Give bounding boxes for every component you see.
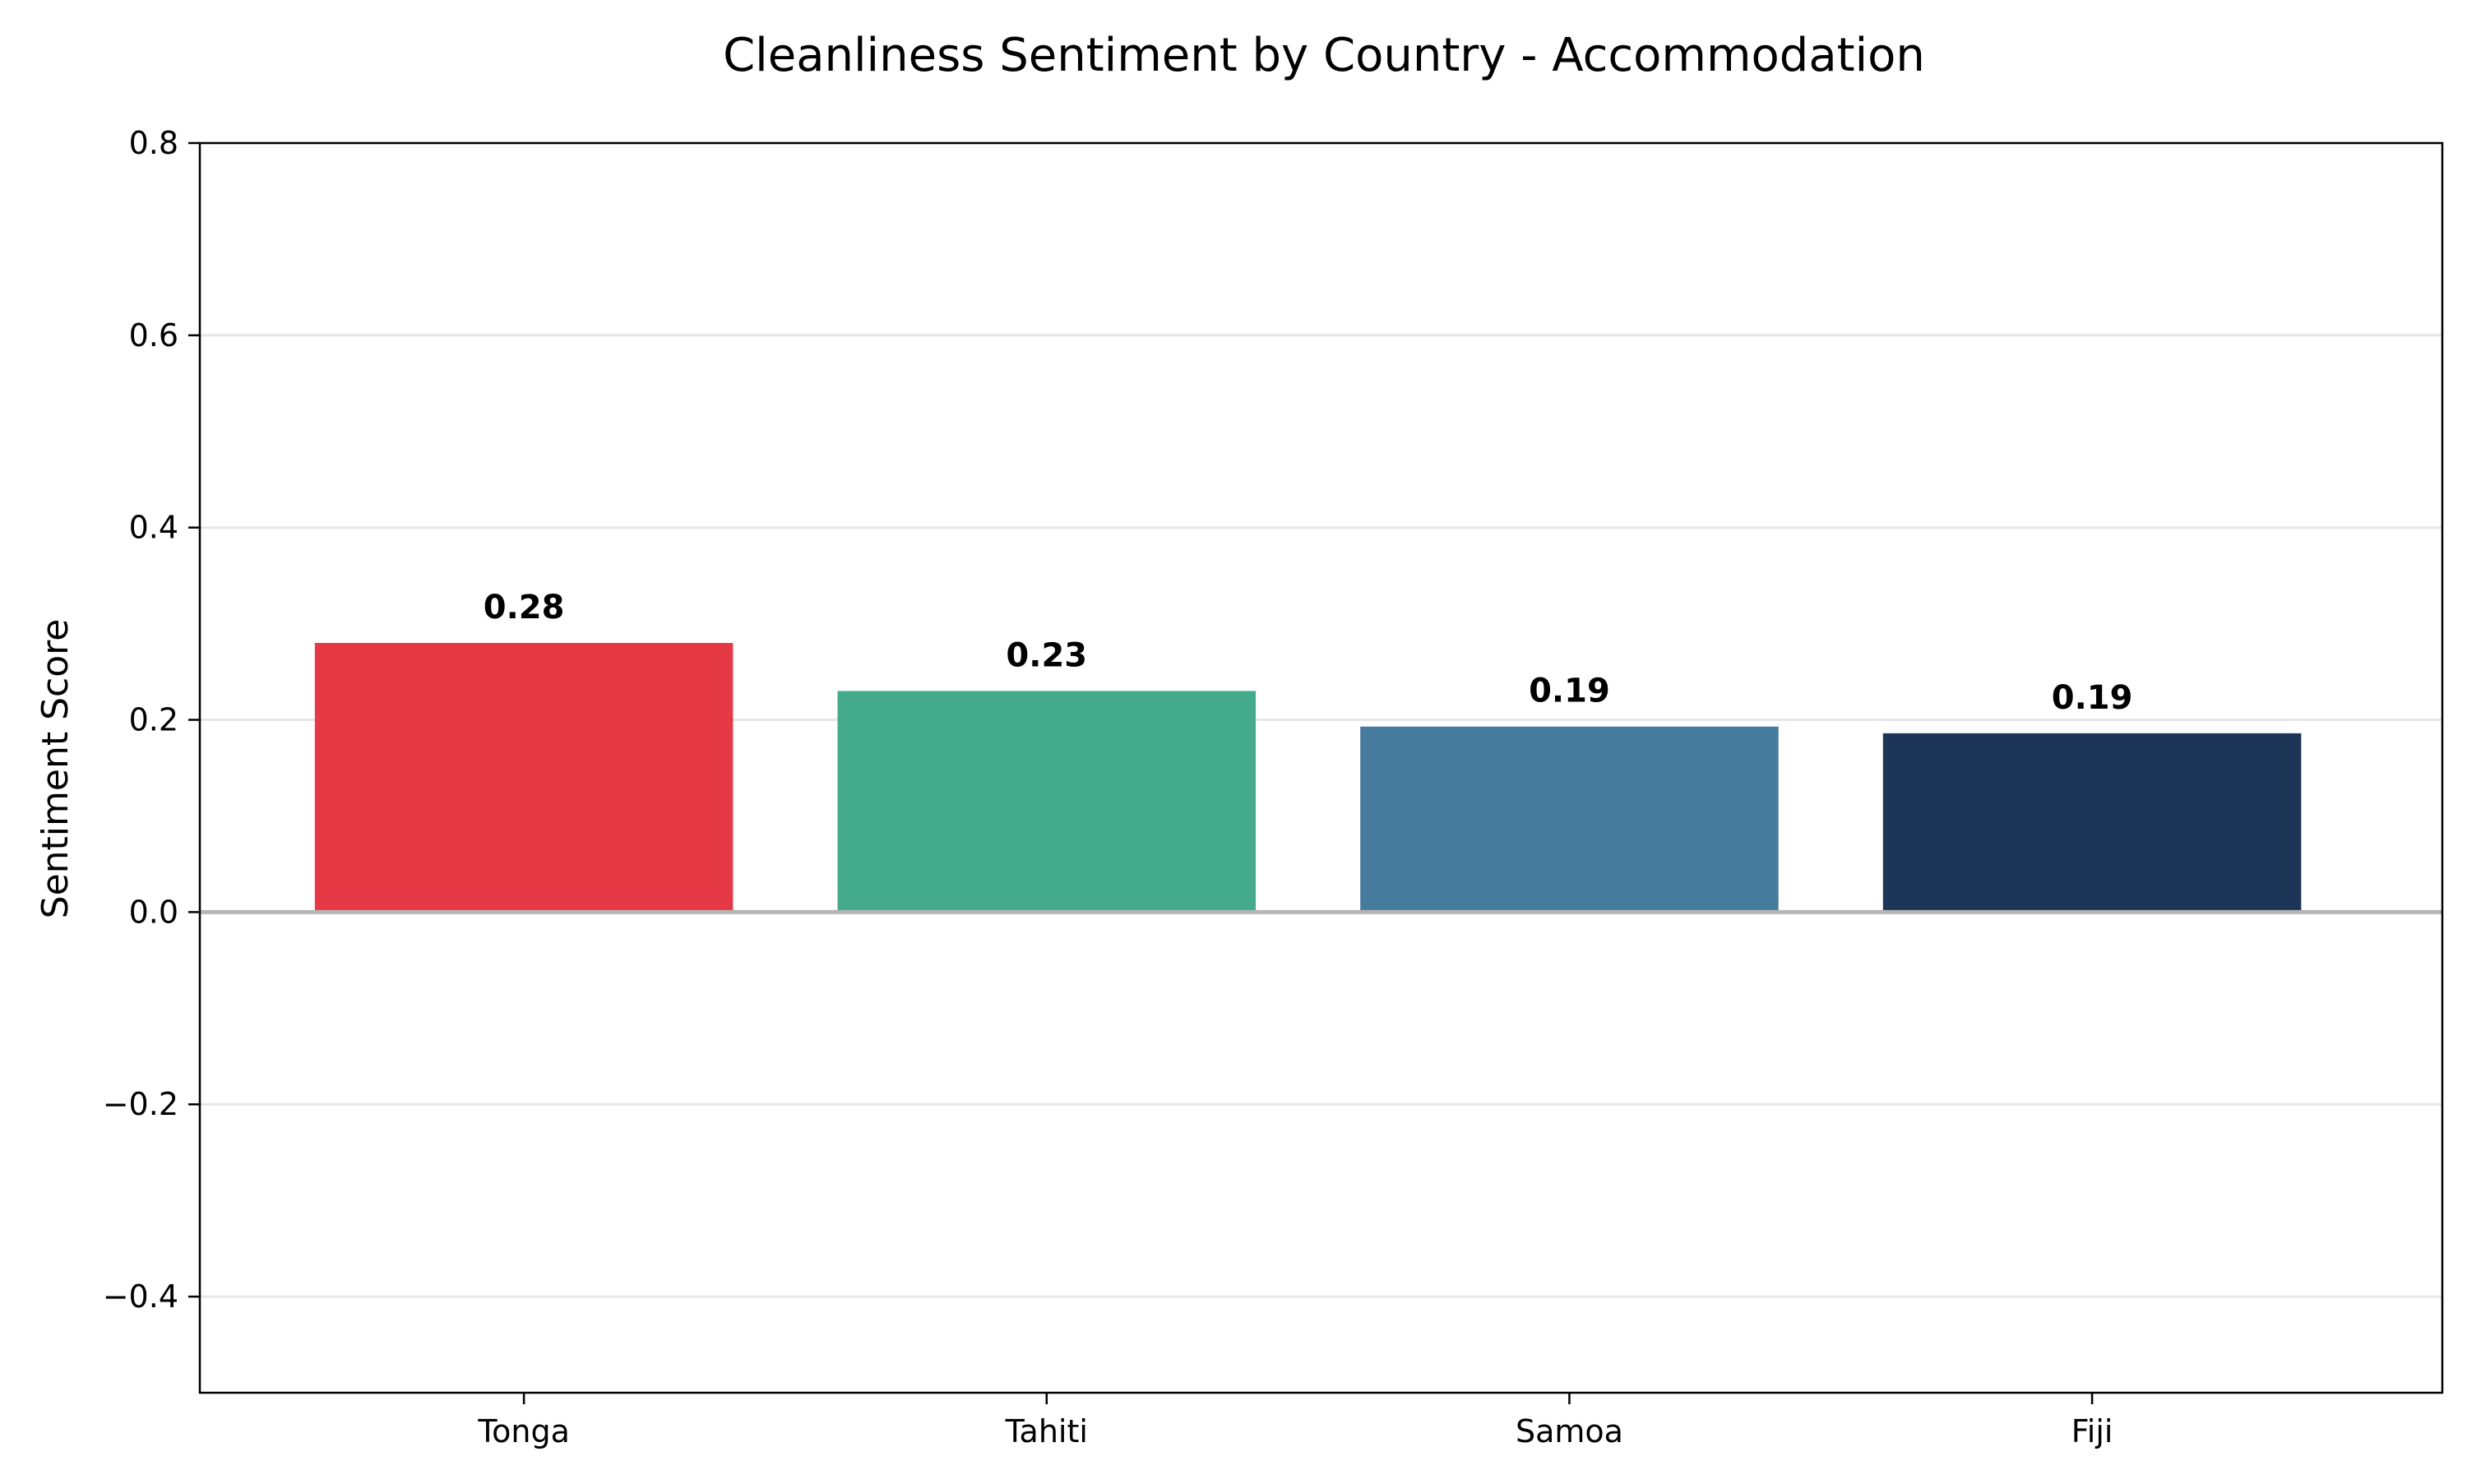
y-axis: −0.4 −0.2 0.0 0.2 0.4 0.6 0.8	[103, 125, 200, 1315]
bar-tonga	[314, 643, 734, 913]
y-tick-label: −0.2	[103, 1086, 178, 1122]
y-tick-label: 0.4	[129, 510, 178, 546]
data-labels: 0.28 0.23 0.19 0.19	[484, 589, 2133, 717]
y-axis-label: Sentiment Score	[35, 619, 76, 919]
x-axis: Tonga Tahiti Samoa Fiji	[477, 1393, 2113, 1449]
data-label-tonga: 0.28	[484, 589, 565, 626]
data-label-samoa: 0.19	[1529, 673, 1610, 710]
y-tick-label: 0.0	[129, 894, 178, 930]
y-tick-label: 0.8	[129, 125, 178, 161]
x-tick-label-samoa: Samoa	[1516, 1413, 1623, 1449]
bar-samoa	[1360, 726, 1779, 913]
y-tick-label: 0.2	[129, 702, 178, 738]
data-label-tahiti: 0.23	[1006, 636, 1087, 674]
x-tick-label-tahiti: Tahiti	[1005, 1413, 1088, 1449]
x-tick-label-tonga: Tonga	[477, 1413, 570, 1449]
bar-fiji	[1882, 733, 2302, 913]
plot-area-frame	[198, 141, 2444, 1394]
bar-tahiti	[837, 691, 1257, 913]
bars	[314, 643, 2302, 913]
y-tick-label: −0.4	[103, 1278, 178, 1315]
x-tick-label-fiji: Fiji	[2071, 1413, 2113, 1449]
chart-title: Cleanliness Sentiment by Country - Accom…	[723, 29, 1925, 82]
y-tick-label: 0.6	[129, 317, 178, 354]
data-label-fiji: 0.19	[2052, 679, 2133, 717]
